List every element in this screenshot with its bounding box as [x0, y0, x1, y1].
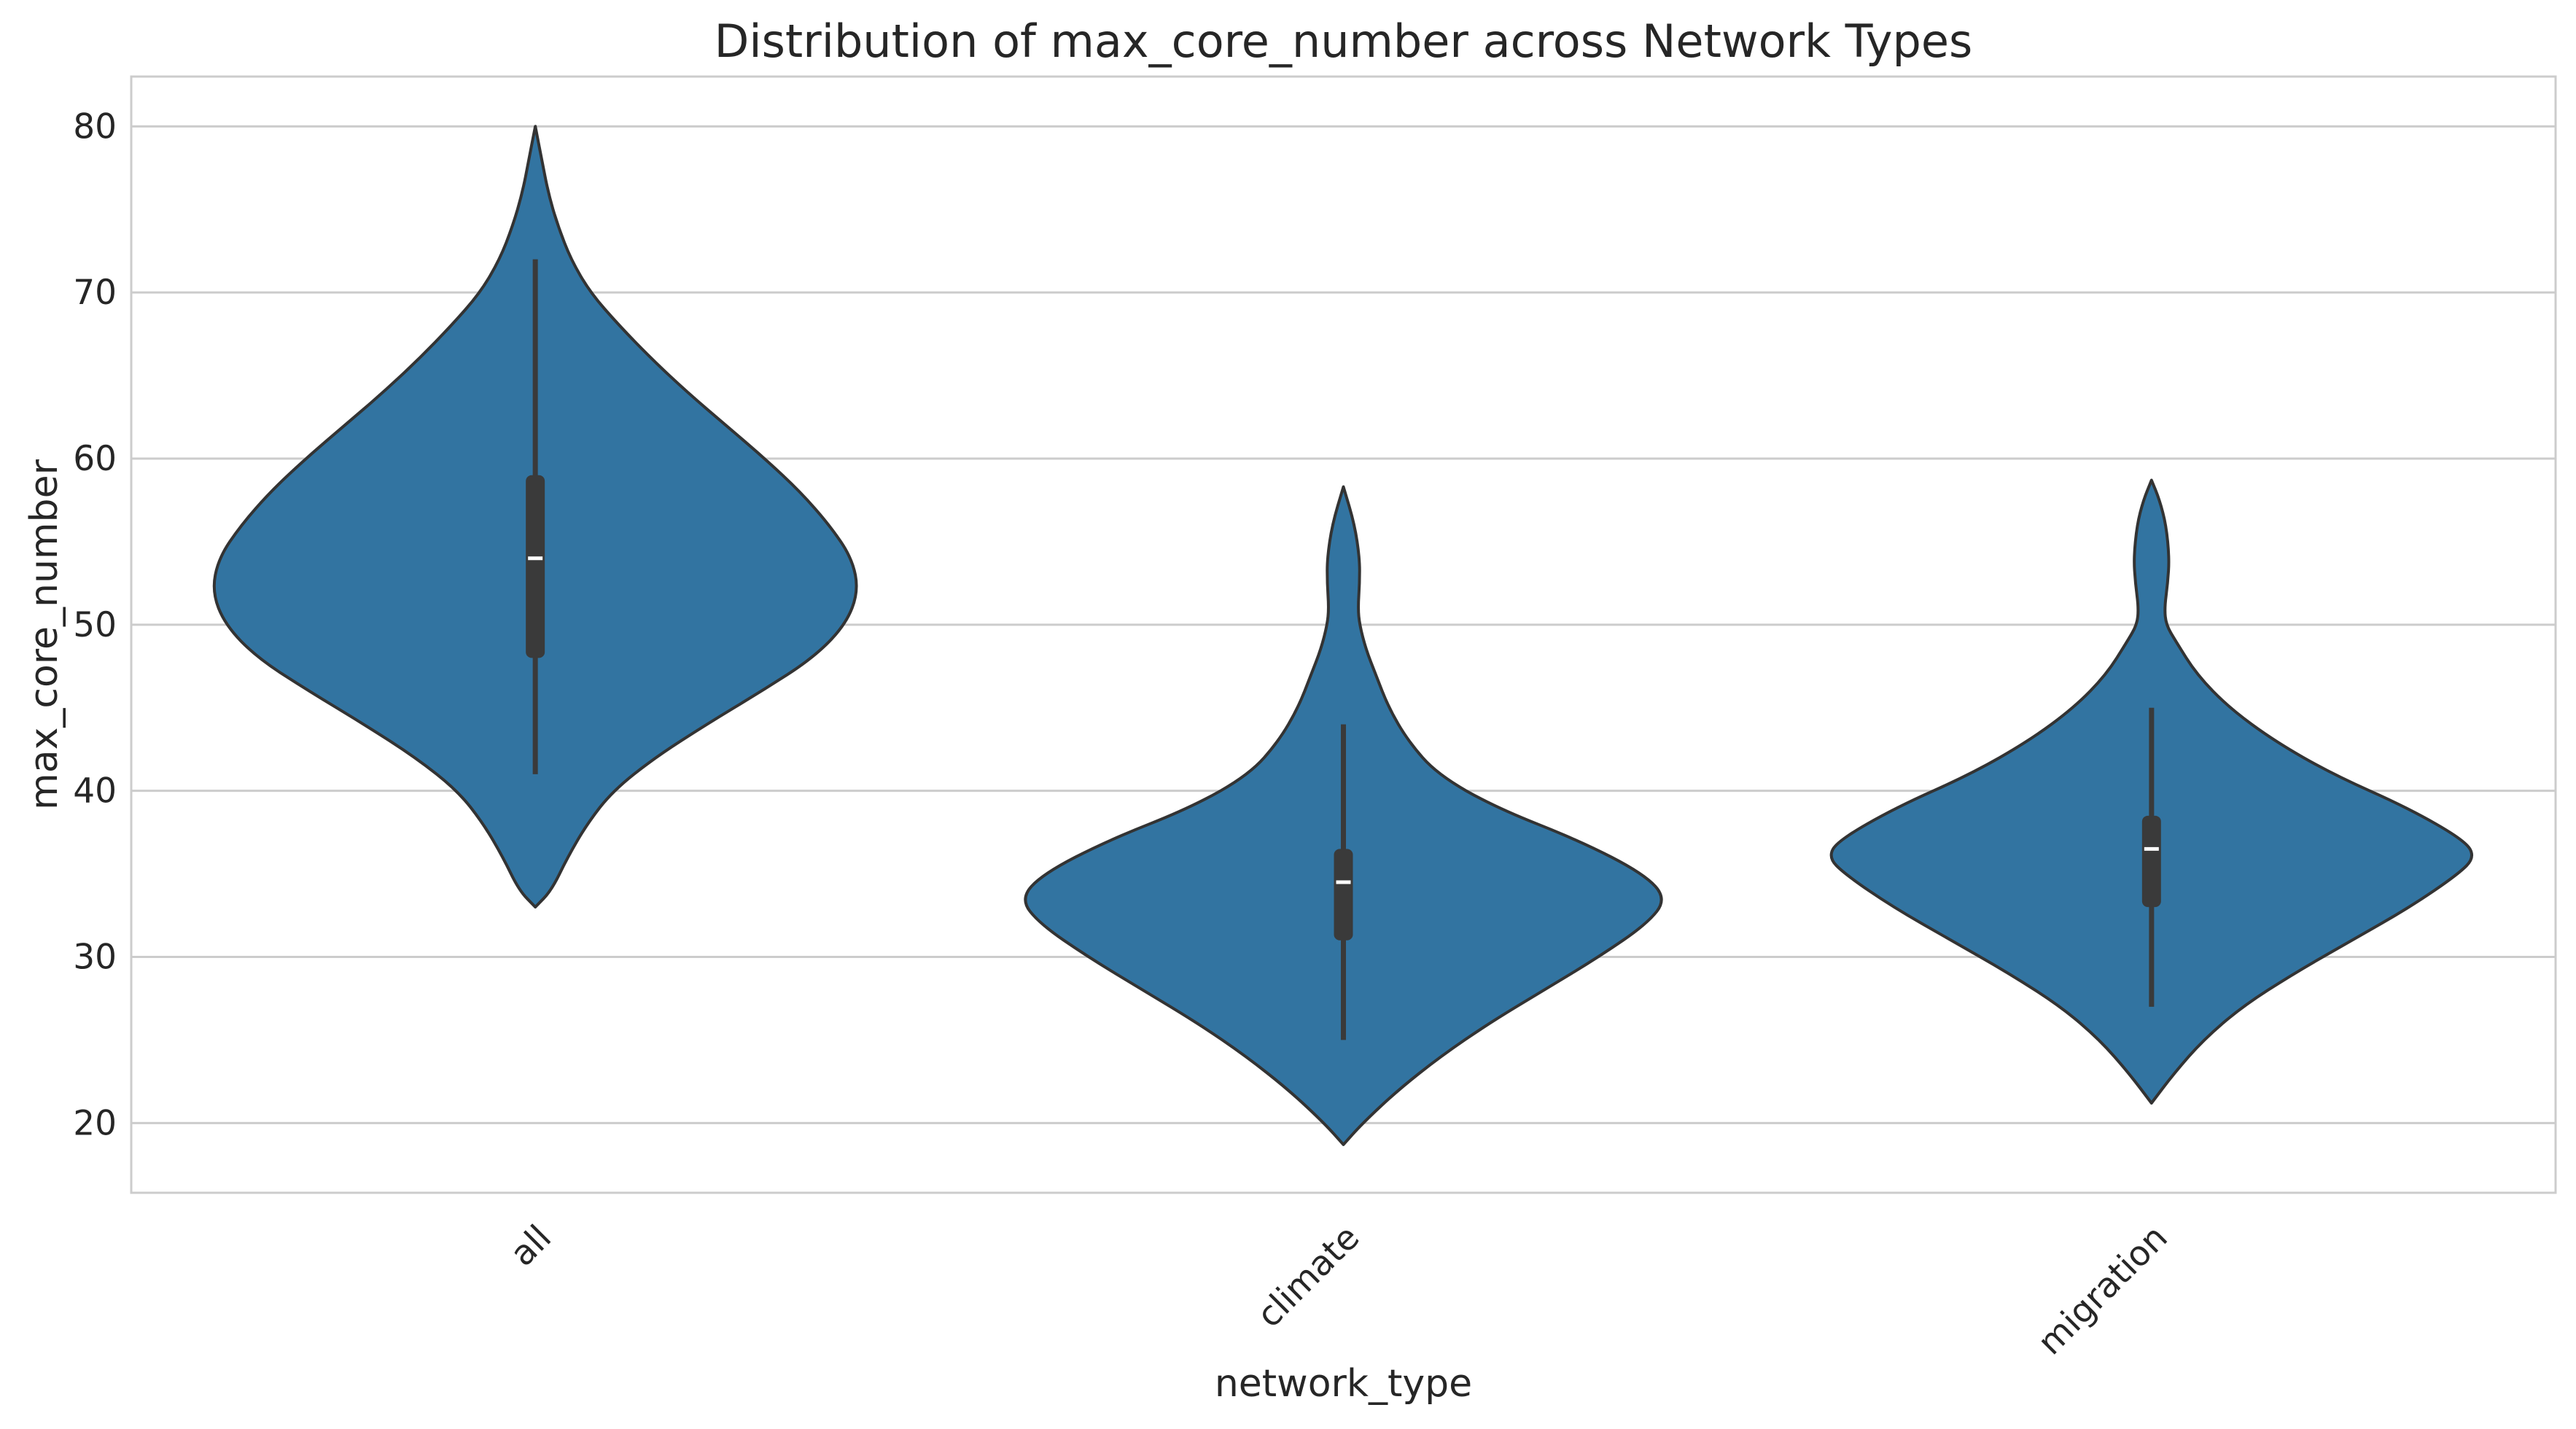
- y-tick-label: 30: [73, 937, 117, 977]
- y-axis-label: max_core_number: [23, 459, 66, 809]
- y-tick-label: 20: [73, 1103, 117, 1143]
- y-tick-label: 60: [73, 439, 117, 479]
- iqr-box-all: [526, 475, 545, 658]
- y-tick-label: 70: [73, 273, 117, 313]
- y-axis: 20 30 40 50 60 70 80: [73, 106, 117, 1143]
- y-tick-label: 40: [73, 771, 117, 811]
- y-tick-label: 80: [73, 106, 117, 147]
- violins: [212, 125, 2474, 1146]
- plot-frame: [130, 75, 2557, 1194]
- y-tick-label: 50: [73, 605, 117, 645]
- iqr-box-migration: [2141, 815, 2161, 908]
- x-axis-label: network_type: [1215, 1362, 1472, 1406]
- iqr-box-climate: [1334, 849, 1353, 941]
- chart-title: Distribution of max_core_number across N…: [715, 15, 1973, 68]
